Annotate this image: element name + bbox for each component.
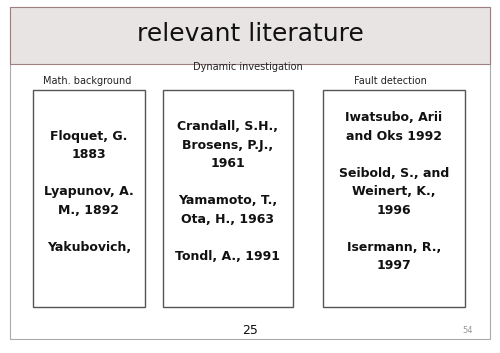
Text: Crandall, S.H.,
Brosens, P.J.,
1961

Yamamoto, T.,
Ota, H., 1963

Tondl, A., 199: Crandall, S.H., Brosens, P.J., 1961 Yama…: [175, 120, 280, 263]
Text: Fault detection: Fault detection: [354, 77, 426, 86]
Text: 25: 25: [242, 324, 258, 336]
FancyBboxPatch shape: [32, 90, 145, 307]
Text: relevant literature: relevant literature: [136, 22, 364, 46]
Text: 54: 54: [462, 325, 472, 335]
FancyBboxPatch shape: [10, 7, 490, 339]
Text: Iwatsubo, Arii
and Oks 1992

Seibold, S., and
Weinert, K.,
1996

Isermann, R.,
1: Iwatsubo, Arii and Oks 1992 Seibold, S.,…: [338, 111, 449, 272]
Text: Floquet, G.
1883

Lyapunov, A.
M., 1892

Yakubovich,: Floquet, G. 1883 Lyapunov, A. M., 1892 Y…: [44, 130, 134, 253]
FancyBboxPatch shape: [10, 7, 490, 64]
Text: Dynamic investigation: Dynamic investigation: [192, 62, 302, 72]
Text: Math. background: Math. background: [44, 77, 132, 86]
FancyBboxPatch shape: [322, 90, 465, 307]
FancyBboxPatch shape: [162, 90, 292, 307]
